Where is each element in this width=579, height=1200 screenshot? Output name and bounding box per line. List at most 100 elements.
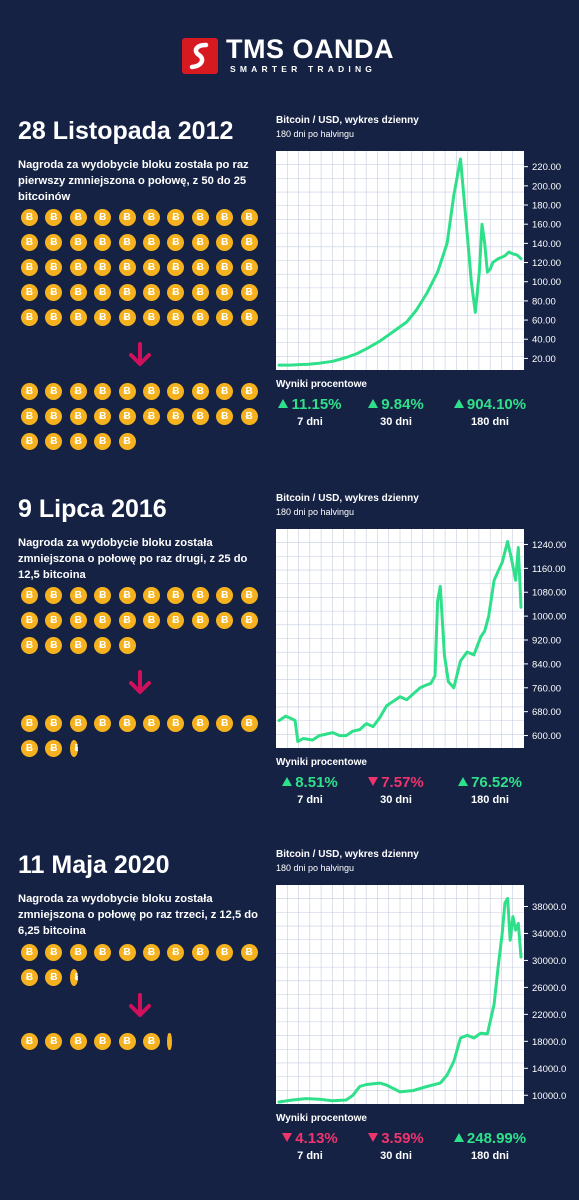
y-tick-label: 600.00 xyxy=(532,731,561,742)
bitcoin-coin-icon: Ƀ xyxy=(69,234,87,251)
trend-triangle-icon xyxy=(368,777,379,786)
bitcoin-coin-icon: Ƀ xyxy=(45,408,63,425)
result-30d-period: 30 dni xyxy=(380,794,412,806)
y-tick-label: 60.00 xyxy=(532,316,556,327)
y-tick-label: 34000.0 xyxy=(532,929,566,940)
bitcoin-coin-icon: Ƀ xyxy=(94,433,112,450)
bitcoin-coin-icon: Ƀ xyxy=(45,944,63,961)
bitcoin-coin-icon: Ƀ xyxy=(118,284,136,301)
y-tick-label: 14000.0 xyxy=(532,1064,566,1075)
bitcoin-coin-icon: Ƀ xyxy=(69,209,87,226)
bitcoin-coin-icon: Ƀ xyxy=(94,637,112,654)
trend-triangle-icon xyxy=(368,399,379,408)
arrow-down-icon xyxy=(129,342,151,366)
bitcoin-coin-icon: Ƀ xyxy=(216,209,234,226)
bitcoin-coin-icon: Ƀ xyxy=(216,284,234,301)
bitcoin-coin-icon: Ƀ xyxy=(94,587,112,604)
chart-subtitle: 180 dni po halvingu xyxy=(276,507,355,517)
bitcoin-coin-icon: Ƀ xyxy=(240,944,258,961)
bitcoin-coin-icon: Ƀ xyxy=(143,234,160,251)
bitcoin-coin-icon: Ƀ xyxy=(69,944,87,961)
price-chart: 1240.00 1160.00 1080.00 1000.00 920.00 840.00… xyxy=(276,529,566,748)
y-tick-label: 160.00 xyxy=(532,220,561,231)
bitcoin-coin-icon: Ƀ xyxy=(21,209,38,226)
bitcoin-coin-icon: Ƀ xyxy=(167,408,185,425)
bitcoin-coin-icon: Ƀ xyxy=(216,259,234,276)
bitcoin-coin-icon: Ƀ xyxy=(21,637,38,654)
bitcoin-coin-icon: Ƀ xyxy=(118,612,136,629)
y-tick-label: 10000.0 xyxy=(532,1091,566,1102)
arrow-down-icon xyxy=(129,670,151,694)
bitcoin-coin-icon: Ƀ xyxy=(167,383,185,400)
bitcoin-coin-icon: Ƀ xyxy=(167,944,185,961)
y-tick-label: 38000.0 xyxy=(532,902,566,913)
bitcoin-coin-icon: Ƀ xyxy=(21,740,38,757)
logo-tagline: SMARTER TRADING xyxy=(230,64,377,74)
bitcoin-coin-icon: Ƀ xyxy=(21,433,38,450)
bitcoin-coin-icon: Ƀ xyxy=(143,408,160,425)
section-date: 9 Lipca 2016 xyxy=(18,495,167,523)
bitcoin-coin-icon: Ƀ xyxy=(69,284,87,301)
bitcoin-coin-icon: Ƀ xyxy=(167,1033,172,1050)
bitcoin-coin-icon: Ƀ xyxy=(167,612,185,629)
y-tick-label: 220.00 xyxy=(532,162,561,173)
bitcoin-coin-icon: Ƀ xyxy=(191,612,209,629)
trend-triangle-icon xyxy=(278,399,289,408)
bitcoin-coin-icon: Ƀ xyxy=(143,259,160,276)
result-180d-value: 904.10% xyxy=(430,396,550,413)
bitcoin-coin-icon: Ƀ xyxy=(21,234,38,251)
bitcoin-coin-icon: Ƀ xyxy=(216,612,234,629)
trend-triangle-icon xyxy=(282,777,293,786)
bitcoin-coin-icon: Ƀ xyxy=(240,309,258,326)
result-7d-value: 4.13% xyxy=(250,1130,370,1147)
price-series-line xyxy=(277,896,523,1104)
bitcoin-coin-icon: Ƀ xyxy=(118,587,136,604)
y-tick-label: 40.00 xyxy=(532,335,556,346)
bitcoin-coin-icon: Ƀ xyxy=(240,234,258,251)
bitcoin-coin-icon: Ƀ xyxy=(167,587,185,604)
y-tick-label: 1000.00 xyxy=(532,612,566,623)
result-7d-period: 7 dni xyxy=(297,1150,323,1162)
bitcoin-coin-icon: Ƀ xyxy=(216,587,234,604)
price-series-line xyxy=(277,540,523,743)
bitcoin-coin-icon: Ƀ xyxy=(94,383,112,400)
bitcoin-coin-icon: Ƀ xyxy=(167,715,185,732)
price-series-line xyxy=(277,157,523,367)
result-7d-value: 11.15% xyxy=(250,396,370,413)
bitcoin-coin-icon: Ƀ xyxy=(167,234,185,251)
bitcoin-coin-icon: Ƀ xyxy=(240,587,258,604)
bitcoin-coin-icon: Ƀ xyxy=(191,259,209,276)
bitcoin-coin-icon: Ƀ xyxy=(69,637,87,654)
bitcoin-coin-icon: Ƀ xyxy=(21,259,38,276)
section-date: 11 Maja 2020 xyxy=(18,851,170,879)
bitcoin-coin-icon: Ƀ xyxy=(69,1033,87,1050)
bitcoin-coin-icon: Ƀ xyxy=(69,740,79,757)
y-tick-label: 1080.00 xyxy=(532,588,566,599)
arrow-down-icon xyxy=(129,993,151,1017)
y-tick-label: 80.00 xyxy=(532,296,556,307)
bitcoin-coin-icon: Ƀ xyxy=(69,612,87,629)
bitcoin-coin-icon: Ƀ xyxy=(240,715,258,732)
y-tick-label: 1160.00 xyxy=(532,564,566,575)
bitcoin-coin-icon: Ƀ xyxy=(143,612,160,629)
bitcoin-coin-icon: Ƀ xyxy=(94,259,112,276)
bitcoin-coin-icon: Ƀ xyxy=(240,408,258,425)
bitcoin-coin-icon: Ƀ xyxy=(69,433,87,450)
bitcoin-coin-icon: Ƀ xyxy=(45,433,63,450)
y-tick-label: 760.00 xyxy=(532,683,561,694)
bitcoin-coin-icon: Ƀ xyxy=(45,259,63,276)
bitcoin-coin-icon: Ƀ xyxy=(45,234,63,251)
bitcoin-coin-icon: Ƀ xyxy=(118,1033,136,1050)
result-7d-period: 7 dni xyxy=(297,794,323,806)
bitcoin-coin-icon: Ƀ xyxy=(69,969,79,986)
y-tick-label: 22000.0 xyxy=(532,1010,566,1021)
bitcoin-coin-icon: Ƀ xyxy=(191,408,209,425)
y-tick-label: 100.00 xyxy=(532,277,561,288)
bitcoin-coin-icon: Ƀ xyxy=(118,637,136,654)
bitcoin-coin-icon: Ƀ xyxy=(118,715,136,732)
bitcoin-coin-icon: Ƀ xyxy=(191,587,209,604)
bitcoin-coin-icon: Ƀ xyxy=(167,284,185,301)
bitcoin-coin-icon: Ƀ xyxy=(118,433,136,450)
result-30d-value: 9.84% xyxy=(336,396,456,413)
bitcoin-coin-icon: Ƀ xyxy=(94,1033,112,1050)
